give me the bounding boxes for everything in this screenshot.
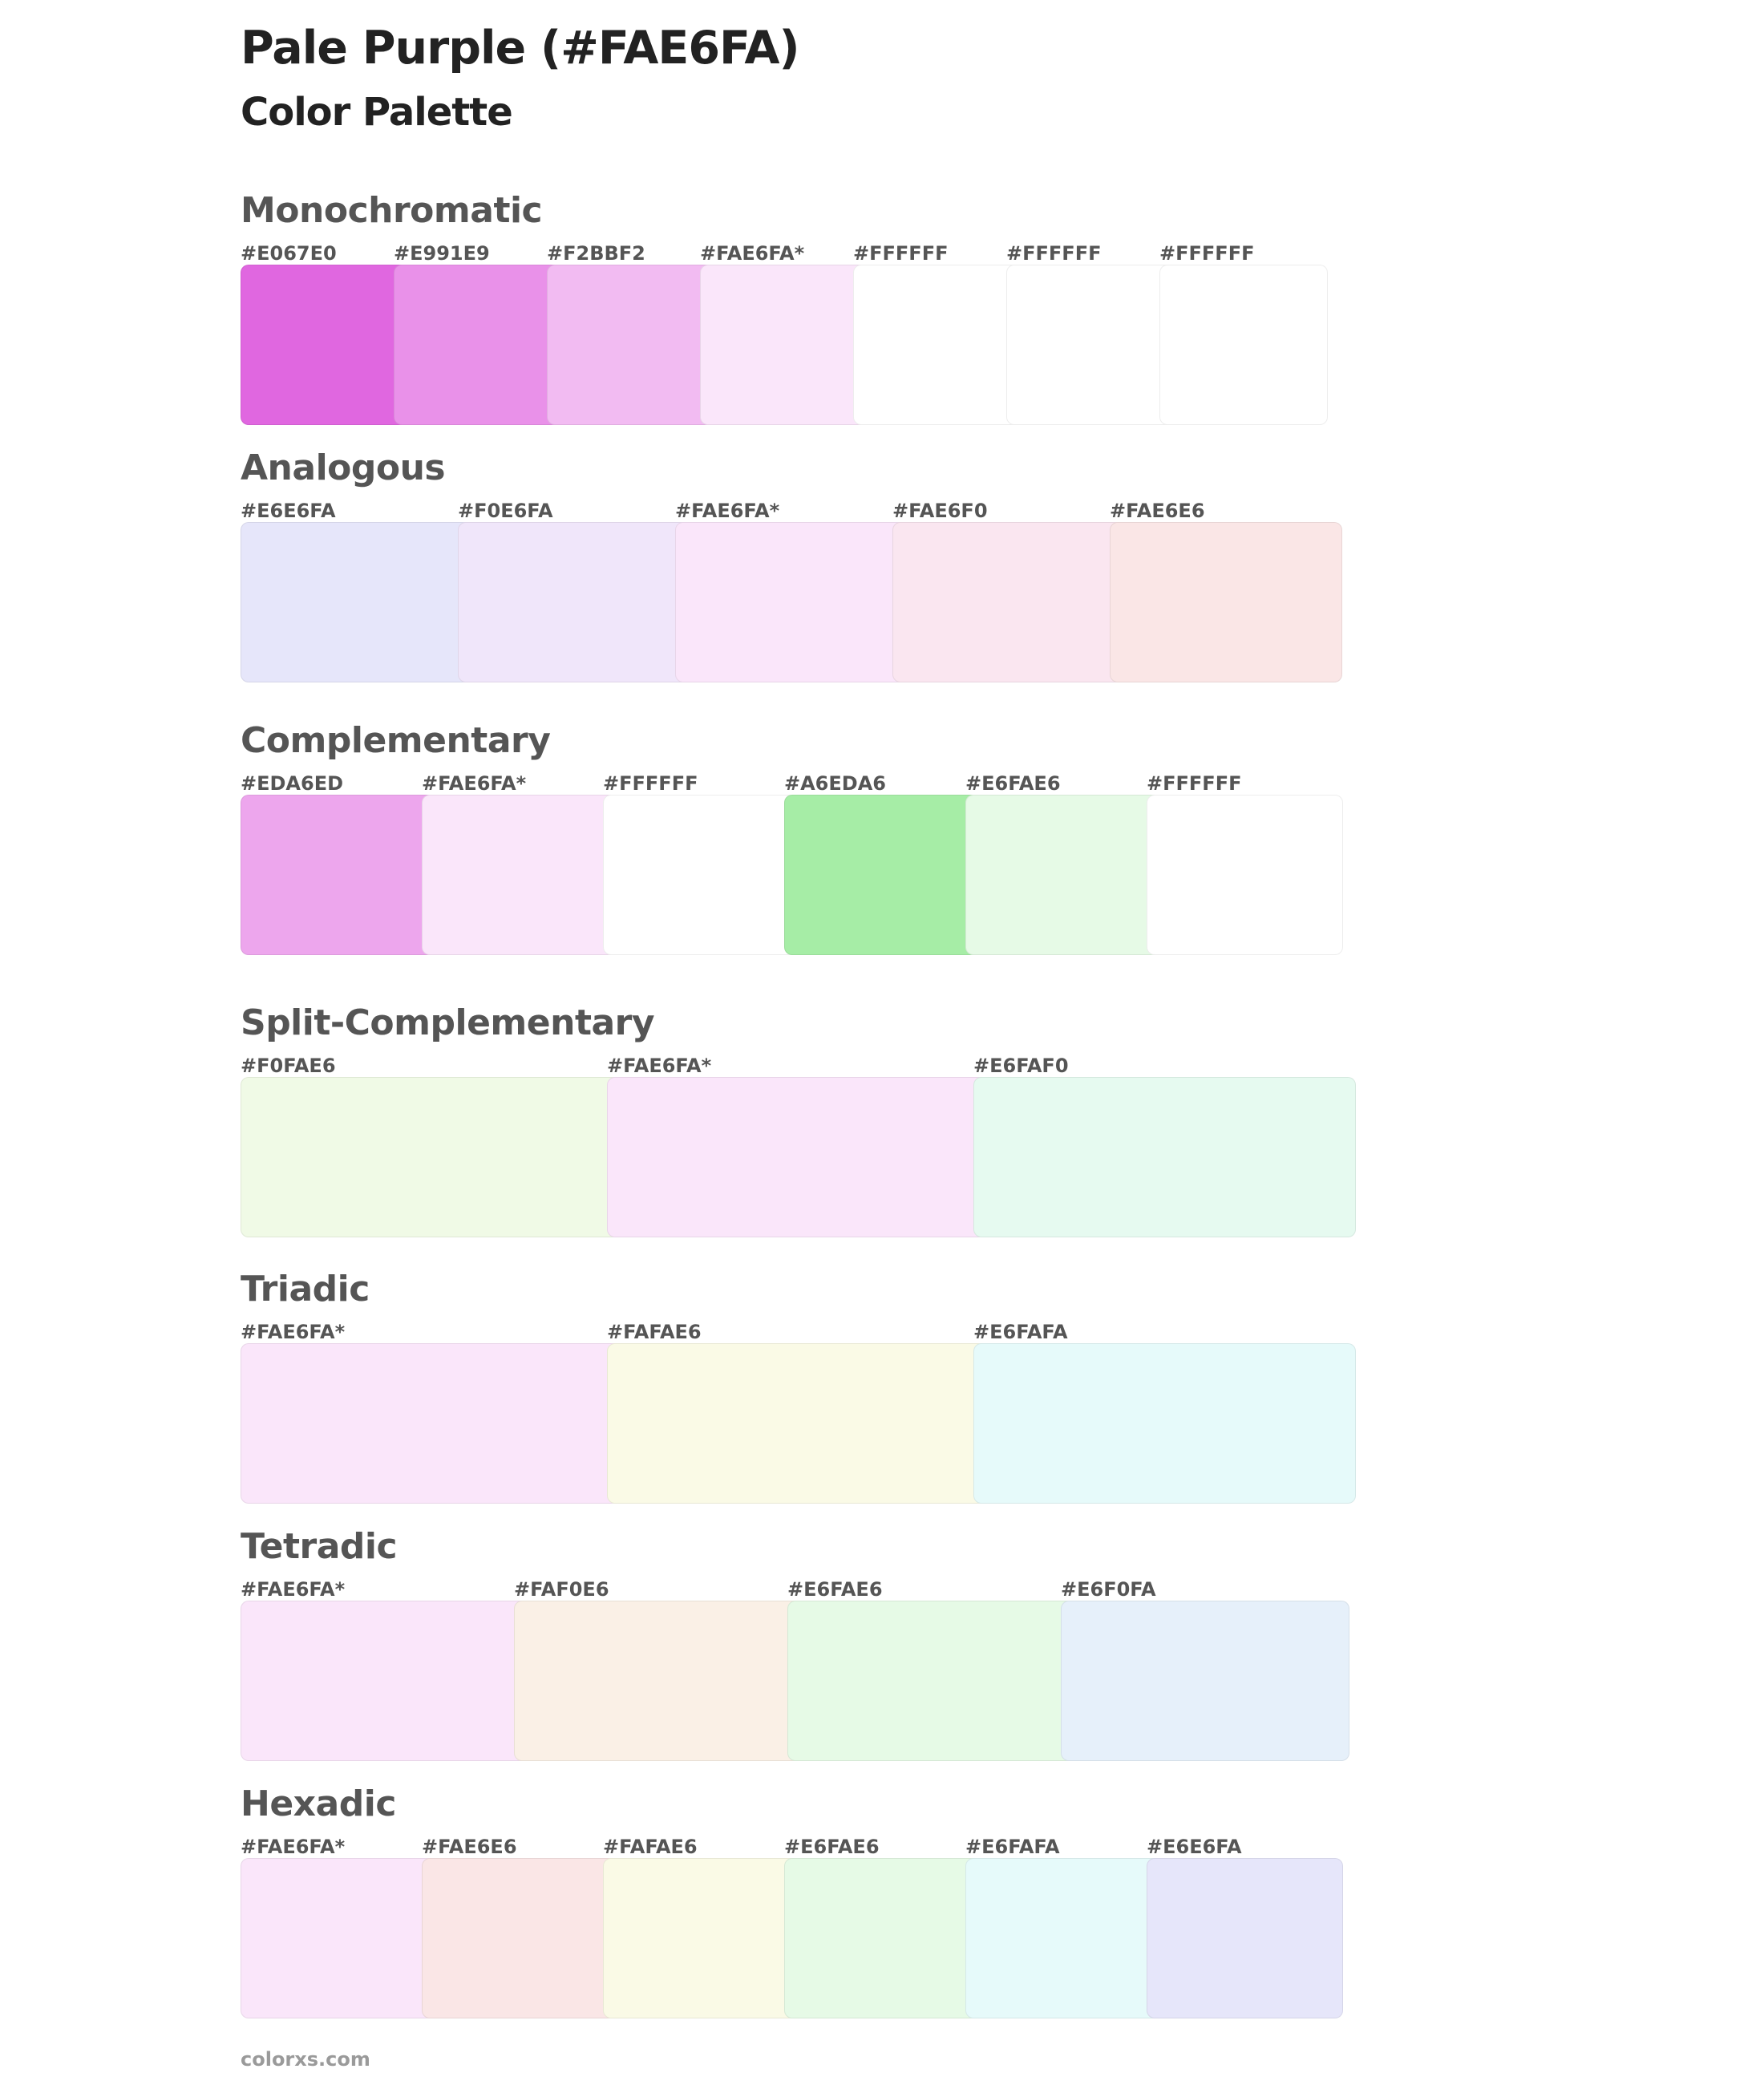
color-swatch[interactable] [241, 795, 437, 955]
color-swatch[interactable] [973, 1343, 1356, 1504]
swatch-label: #EDA6ED [241, 772, 344, 795]
swatch-label: #E6F0FA [1061, 1578, 1156, 1601]
color-swatch[interactable] [853, 265, 1022, 425]
color-swatch[interactable] [603, 795, 799, 955]
swatch-label: #FFFFFF [1147, 772, 1242, 795]
color-swatch[interactable] [1061, 1601, 1349, 1761]
swatch-label: #E6E6FA [241, 500, 336, 522]
color-swatch[interactable] [241, 1858, 437, 2018]
swatch-label: #FAE6F0 [892, 500, 988, 522]
section-title-split-complementary: Split-Complementary [241, 1002, 655, 1043]
section-title-tetradic: Tetradic [241, 1526, 398, 1567]
swatch-label: #F0E6FA [458, 500, 553, 522]
color-swatch[interactable] [607, 1343, 989, 1504]
page-title: Pale Purple (#FAE6FA) [241, 22, 800, 75]
swatch-label: #E6FAE6 [965, 772, 1061, 795]
swatch-label: #E6FAE6 [784, 1836, 880, 1858]
swatch-label: #FAFAE6 [607, 1321, 702, 1343]
color-swatch[interactable] [675, 522, 908, 682]
color-swatch[interactable] [700, 265, 868, 425]
color-swatch[interactable] [241, 1077, 623, 1237]
section-title-analogous: Analogous [241, 447, 446, 488]
swatch-label: #FAE6FA* [241, 1578, 346, 1601]
section-title-monochromatic: Monochromatic [241, 190, 543, 231]
color-swatch[interactable] [241, 522, 473, 682]
color-swatch[interactable] [892, 522, 1125, 682]
color-swatch[interactable] [241, 265, 409, 425]
swatch-label: #F2BBF2 [547, 242, 645, 265]
swatch-label: #FAE6FA* [607, 1055, 712, 1077]
color-swatch[interactable] [547, 265, 715, 425]
color-swatch[interactable] [607, 1077, 989, 1237]
swatch-label: #FFFFFF [1006, 242, 1102, 265]
swatch-label: #E991E9 [394, 242, 490, 265]
swatch-label: #E6E6FA [1147, 1836, 1242, 1858]
page-subtitle: Color Palette [241, 90, 513, 135]
color-swatch[interactable] [787, 1601, 1076, 1761]
swatch-label: #FAE6FA* [422, 772, 527, 795]
swatch-label: #A6EDA6 [784, 772, 886, 795]
swatch-label: #FAE6E6 [422, 1836, 517, 1858]
color-swatch[interactable] [1147, 1858, 1343, 2018]
swatch-label: #FAE6FA* [241, 1321, 346, 1343]
color-swatch[interactable] [973, 1077, 1356, 1237]
color-swatch[interactable] [241, 1601, 529, 1761]
color-swatch[interactable] [1159, 265, 1328, 425]
color-swatch[interactable] [1147, 795, 1343, 955]
color-swatch[interactable] [422, 795, 618, 955]
site-credit: colorxs.com [241, 2048, 370, 2071]
swatch-label: #F0FAE6 [241, 1055, 336, 1077]
swatch-label: #E6FAFA [965, 1836, 1060, 1858]
color-swatch[interactable] [784, 795, 981, 955]
swatch-label: #FAF0E6 [514, 1578, 609, 1601]
color-swatch[interactable] [784, 1858, 981, 2018]
swatch-label: #E6FAFA [973, 1321, 1068, 1343]
color-swatch[interactable] [458, 522, 690, 682]
color-swatch[interactable] [394, 265, 562, 425]
swatch-label: #E6FAE6 [787, 1578, 883, 1601]
swatch-label: #FAE6FA* [700, 242, 805, 265]
swatch-label: #FAFAE6 [603, 1836, 698, 1858]
swatch-label: #E067E0 [241, 242, 337, 265]
section-title-complementary: Complementary [241, 720, 551, 761]
color-swatch[interactable] [514, 1601, 803, 1761]
swatch-label: #FFFFFF [853, 242, 949, 265]
swatch-label: #FAE6FA* [675, 500, 780, 522]
color-swatch[interactable] [422, 1858, 618, 2018]
swatch-label: #FFFFFF [1159, 242, 1255, 265]
color-swatch[interactable] [1006, 265, 1175, 425]
color-swatch[interactable] [1110, 522, 1342, 682]
color-swatch[interactable] [241, 1343, 623, 1504]
swatch-label: #FAE6E6 [1110, 500, 1205, 522]
swatch-label: #FAE6FA* [241, 1836, 346, 1858]
section-title-hexadic: Hexadic [241, 1783, 396, 1824]
swatch-label: #FFFFFF [603, 772, 698, 795]
section-title-triadic: Triadic [241, 1269, 370, 1310]
color-swatch[interactable] [965, 795, 1162, 955]
color-swatch[interactable] [603, 1858, 799, 2018]
color-swatch[interactable] [965, 1858, 1162, 2018]
swatch-label: #E6FAF0 [973, 1055, 1069, 1077]
